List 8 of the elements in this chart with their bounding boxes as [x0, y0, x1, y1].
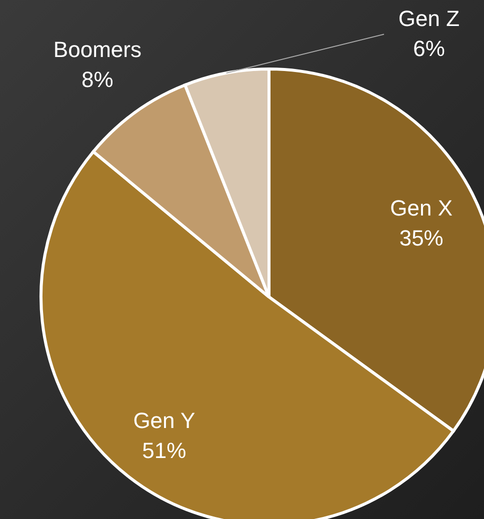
- data-label: 8%: [82, 66, 114, 92]
- slice-label: Gen X: [390, 195, 453, 220]
- slice-label: Boomers: [53, 36, 142, 62]
- data-label: 51%: [142, 438, 186, 464]
- data-label: 6%: [413, 36, 445, 62]
- slice-label: Gen Z: [398, 6, 460, 32]
- data-label: 35%: [399, 225, 444, 250]
- slice-label: Gen Y: [133, 408, 196, 434]
